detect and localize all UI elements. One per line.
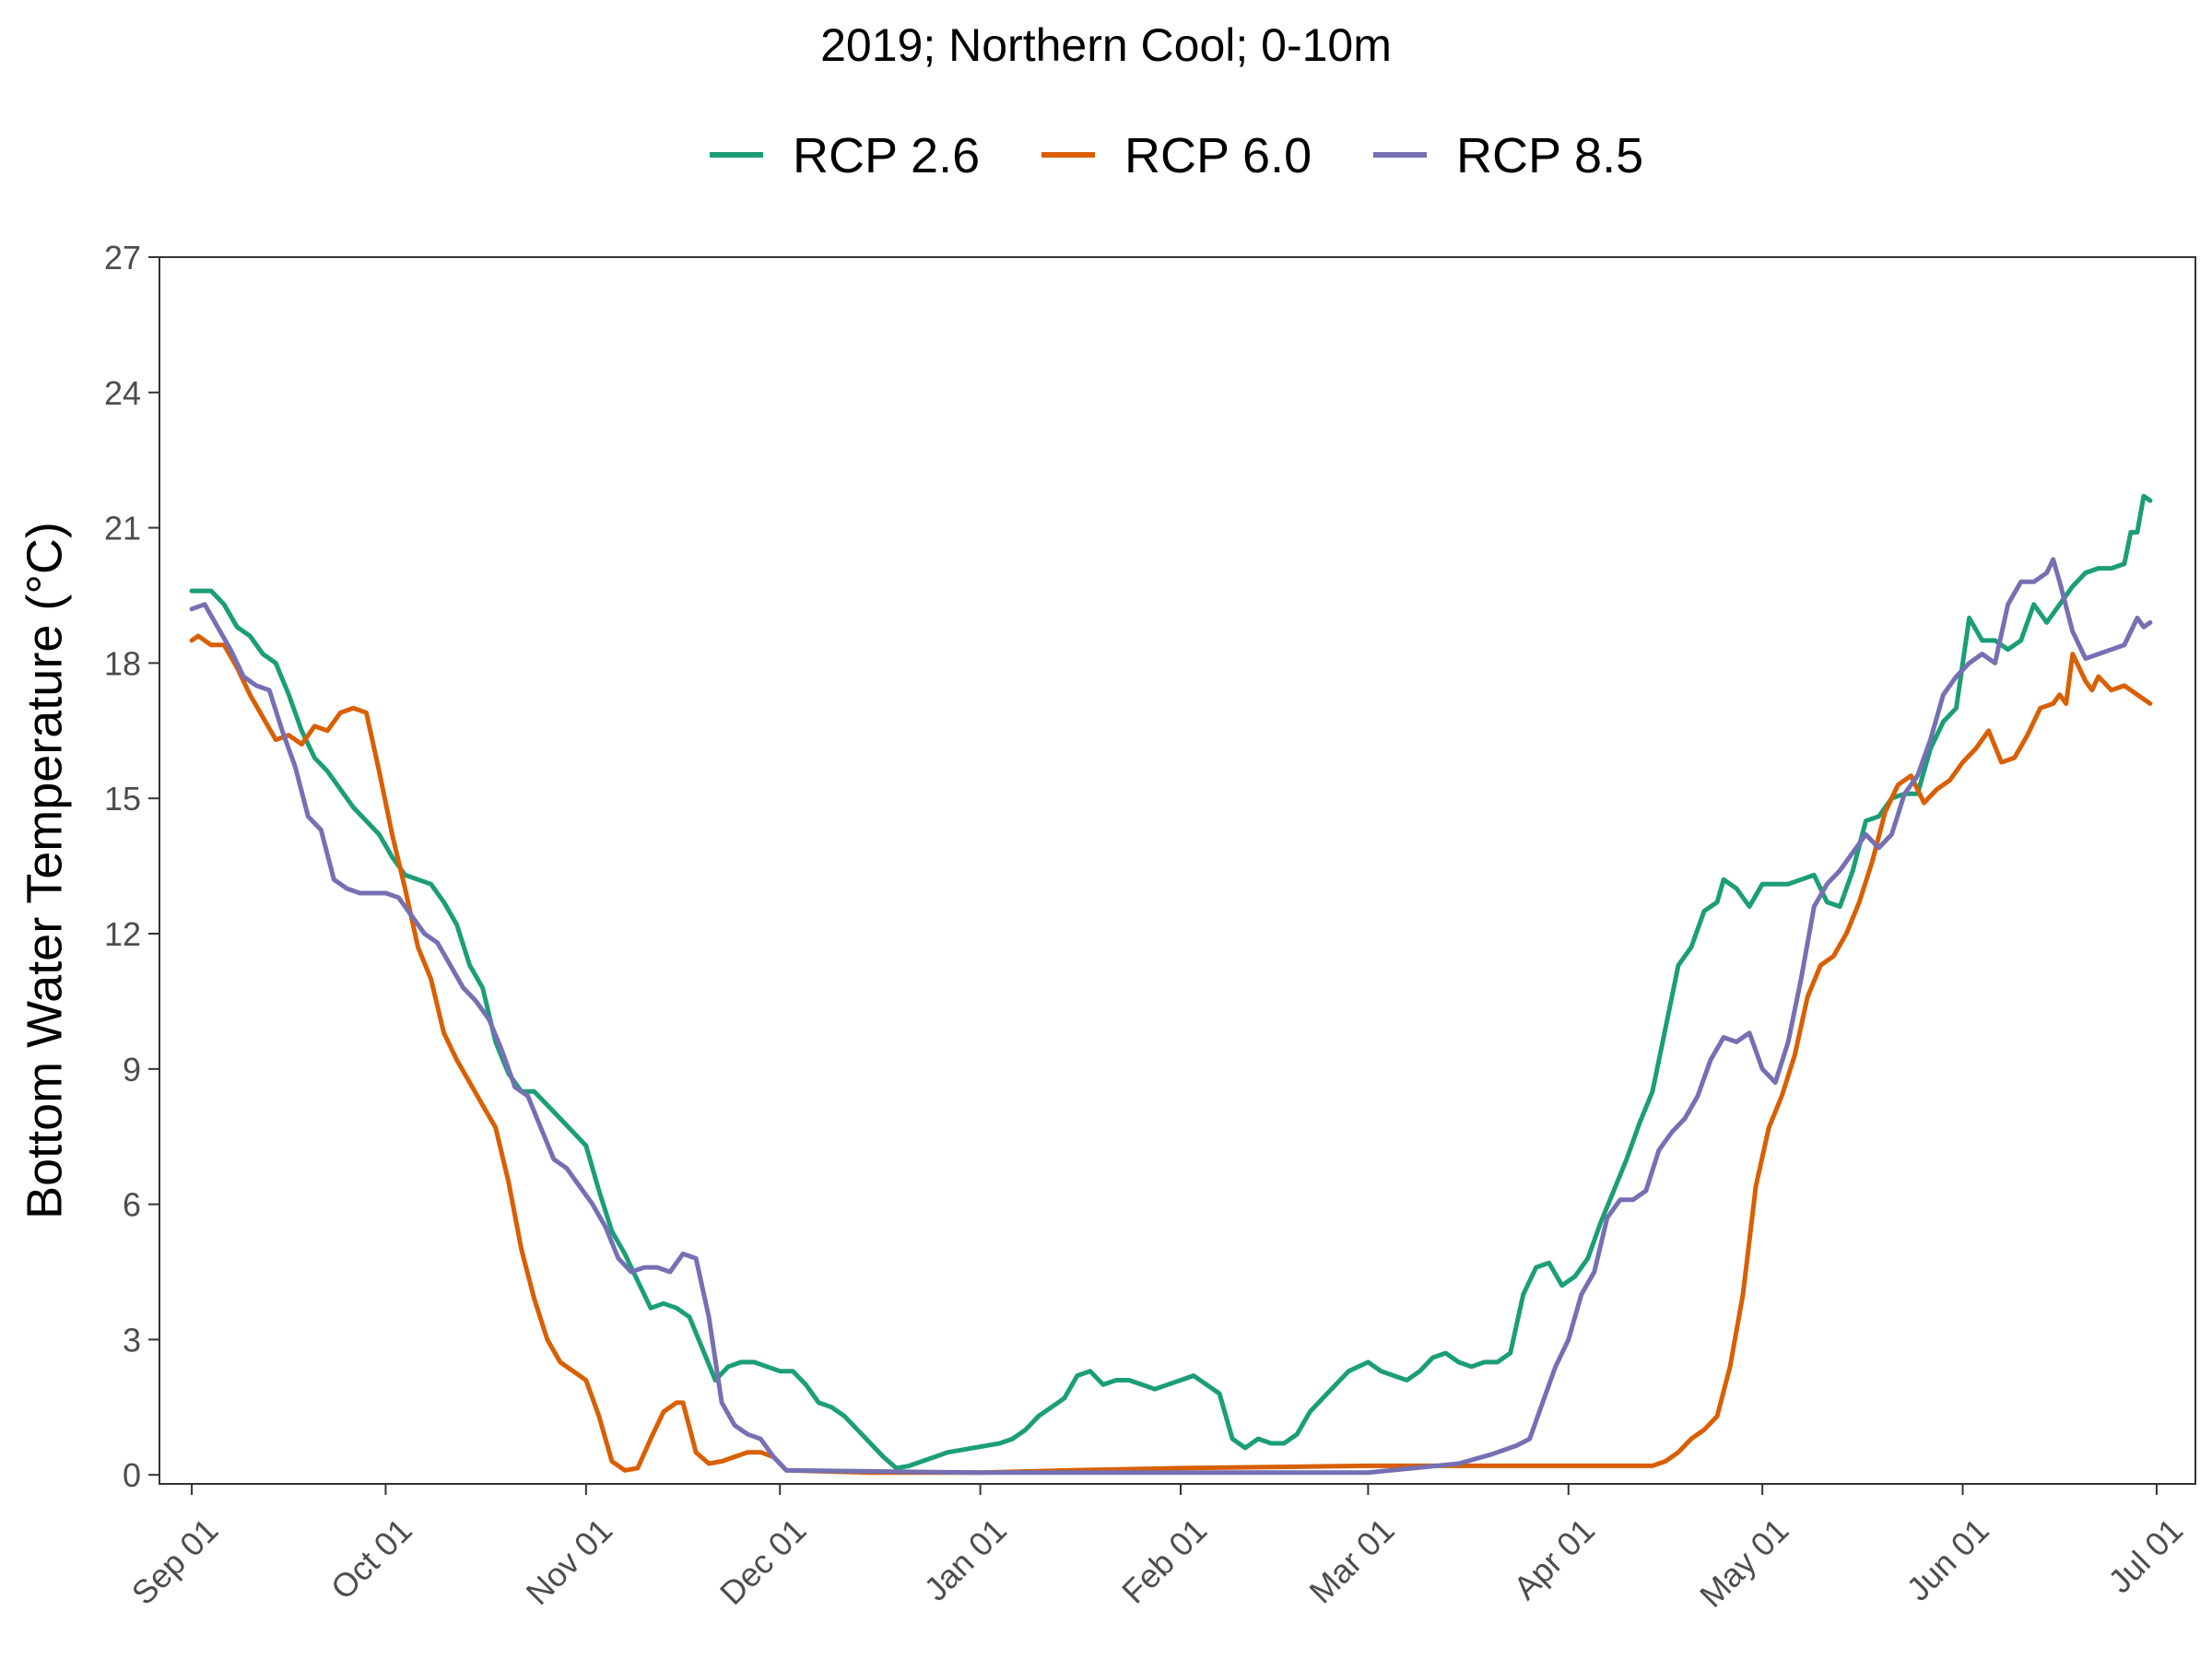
series-line-rcp-8-5	[189, 557, 2153, 1476]
y-tick-label: 24	[104, 374, 141, 412]
y-tick-label: 15	[104, 780, 141, 818]
plot-panel-border	[159, 256, 2196, 1485]
y-tick-label: 3	[123, 1321, 141, 1359]
chart-title: 2019; Northern Cool; 0-10m	[820, 19, 1392, 71]
x-tick-label: May 01	[1692, 1511, 1795, 1614]
legend-label: RCP 6.0	[1124, 128, 1312, 183]
y-tick-label: 27	[104, 239, 141, 276]
series-layer	[189, 493, 2153, 1476]
legend-label: RCP 2.6	[793, 128, 980, 183]
x-tick-label: Dec 01	[712, 1511, 814, 1612]
y-axis: 0 3 6 9 12 15 18 21 24 27	[104, 239, 159, 1494]
x-tick-label: Jan 01	[917, 1511, 1014, 1607]
x-tick-label: Mar 01	[1301, 1511, 1401, 1610]
y-tick-label: 21	[104, 510, 141, 547]
x-tick-label: Jul 01	[2100, 1511, 2190, 1600]
y-tick-label: 18	[104, 644, 141, 682]
y-tick-label: 0	[123, 1456, 141, 1494]
x-tick-label: Nov 01	[519, 1511, 620, 1612]
y-tick-label: 9	[123, 1051, 141, 1088]
x-tick-label: Jun 01	[1899, 1511, 1995, 1607]
legend-label: RCP 8.5	[1456, 128, 1643, 183]
x-tick-label: Apr 01	[1506, 1511, 1602, 1606]
series-line-rcp-6-0	[189, 633, 2153, 1476]
legend: RCP 2.6 RCP 6.0 RCP 8.5	[710, 128, 1643, 183]
x-axis: Sep 01 Oct 01 Nov 01 Dec 01 Jan 01 Feb 01 Mar …	[124, 1484, 2190, 1615]
y-axis-label: Bottom Water Temperature (°C)	[17, 522, 72, 1219]
y-tick-label: 6	[123, 1186, 141, 1224]
y-tick-label: 12	[104, 915, 141, 953]
x-tick-label: Feb 01	[1114, 1511, 1214, 1610]
series-line-rcp-2-6	[189, 493, 2153, 1471]
x-tick-label: Oct 01	[324, 1511, 419, 1606]
x-tick-label: Sep 01	[124, 1511, 226, 1612]
